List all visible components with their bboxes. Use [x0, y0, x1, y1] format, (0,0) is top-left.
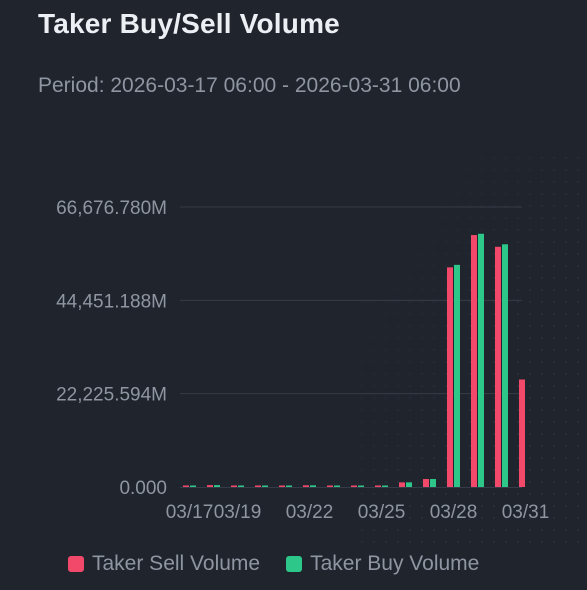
chart-title: Taker Buy/Sell Volume: [38, 8, 340, 39]
buy-bar[interactable]: [334, 485, 340, 488]
legend-item-buy[interactable]: Taker Buy Volume: [286, 552, 479, 576]
x-tick-label: 03/28: [430, 502, 478, 523]
legend-label-sell: Taker Sell Volume: [92, 552, 261, 575]
y-tick-label: 44,451.188M: [56, 291, 167, 312]
legend-item-sell[interactable]: Taker Sell Volume: [68, 552, 260, 576]
sell-bar[interactable]: [327, 485, 333, 488]
x-tick-label: 03/25: [358, 502, 406, 523]
y-tick-label: 0.000: [119, 478, 167, 499]
y-tick-label: 22,225.594M: [56, 385, 167, 406]
x-tick-label: 03/17: [166, 502, 214, 523]
buy-bar[interactable]: [358, 485, 364, 488]
buy-bar[interactable]: [238, 485, 244, 488]
sell-bar[interactable]: [399, 482, 405, 487]
sell-bar[interactable]: [375, 485, 381, 488]
buy-bar[interactable]: [262, 485, 268, 488]
buy-bar[interactable]: [430, 479, 436, 487]
sell-bar[interactable]: [519, 379, 525, 487]
legend-label-buy: Taker Buy Volume: [310, 552, 480, 575]
sell-bar[interactable]: [231, 485, 237, 488]
sell-swatch-icon: [68, 556, 84, 572]
sell-bar[interactable]: [351, 485, 357, 488]
buy-bar[interactable]: [286, 485, 292, 488]
x-tick-label: 03/22: [286, 502, 334, 523]
buy-bar[interactable]: [310, 485, 316, 487]
chart-legend: Taker Sell Volume Taker Buy Volume: [68, 552, 479, 576]
y-tick-label: 66,676.780M: [56, 198, 167, 219]
sell-bar[interactable]: [447, 267, 453, 487]
x-tick-label: 03/31: [502, 502, 550, 523]
buy-bar[interactable]: [478, 233, 484, 487]
buy-swatch-icon: [286, 556, 303, 572]
sell-bar[interactable]: [279, 485, 285, 488]
sell-bar[interactable]: [423, 479, 429, 487]
sell-bar[interactable]: [255, 485, 261, 488]
buy-bar[interactable]: [214, 485, 220, 487]
sell-bar[interactable]: [207, 485, 213, 487]
buy-bar[interactable]: [502, 244, 508, 487]
x-tick-label: 03/19: [214, 502, 262, 523]
sell-bar[interactable]: [303, 485, 309, 487]
buy-bar[interactable]: [454, 264, 460, 487]
sell-bar[interactable]: [183, 485, 189, 488]
sell-bar[interactable]: [471, 235, 477, 487]
sell-bar[interactable]: [495, 246, 501, 487]
buy-bar[interactable]: [406, 482, 412, 487]
buy-bar[interactable]: [382, 485, 388, 488]
buy-bar[interactable]: [190, 485, 196, 488]
period-label: Period: 2026-03-17 06:00 - 2026-03-31 06…: [38, 74, 461, 97]
